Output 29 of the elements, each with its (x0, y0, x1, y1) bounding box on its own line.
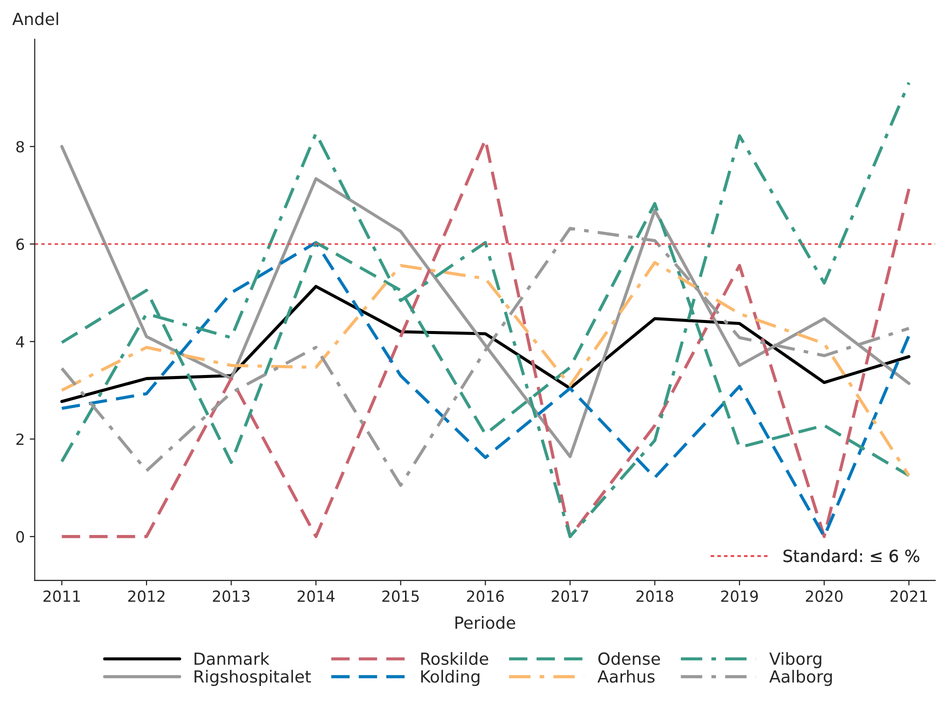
x-tick-label: 2013 (212, 590, 250, 602)
x-tick-label: 2019 (721, 590, 758, 602)
x-tick-label: 2011 (43, 590, 80, 602)
y-tick-label: 2 (16, 434, 24, 445)
x-tick-label: 2021 (890, 590, 927, 602)
x-axis-title: Periode (455, 616, 516, 629)
legend-label: Aarhus (598, 670, 655, 683)
legend-label: Aalborg (769, 670, 832, 686)
line-series (60, 284, 910, 404)
y-tick-label: 8 (16, 140, 24, 153)
y-tick-label: 0 (16, 531, 24, 543)
legend-label: Kolding (421, 670, 480, 686)
x-tick-label: 2018 (636, 590, 674, 602)
legend-label: Danmark (194, 652, 270, 665)
y-axis-title: Andel (12, 12, 58, 26)
line-series (60, 261, 910, 478)
x-tick-label: 2020 (806, 590, 843, 602)
x-tick-label: 2012 (128, 590, 164, 602)
x-tick-label: 2017 (552, 590, 588, 602)
x-tick-label: 2014 (298, 590, 335, 602)
x-tick-label: 2015 (382, 590, 419, 602)
legend-label: Roskilde (421, 652, 488, 665)
x-tick-label: 2016 (467, 590, 504, 602)
legend-label: Standard: ≤ 6 % (784, 549, 920, 562)
y-tick-label: 6 (16, 238, 24, 250)
y-tick-label: 4 (16, 336, 24, 348)
legend-label: Viborg (769, 652, 822, 668)
legend-label: Odense (598, 652, 660, 665)
legend-label: Rigshospitalet (194, 670, 311, 686)
